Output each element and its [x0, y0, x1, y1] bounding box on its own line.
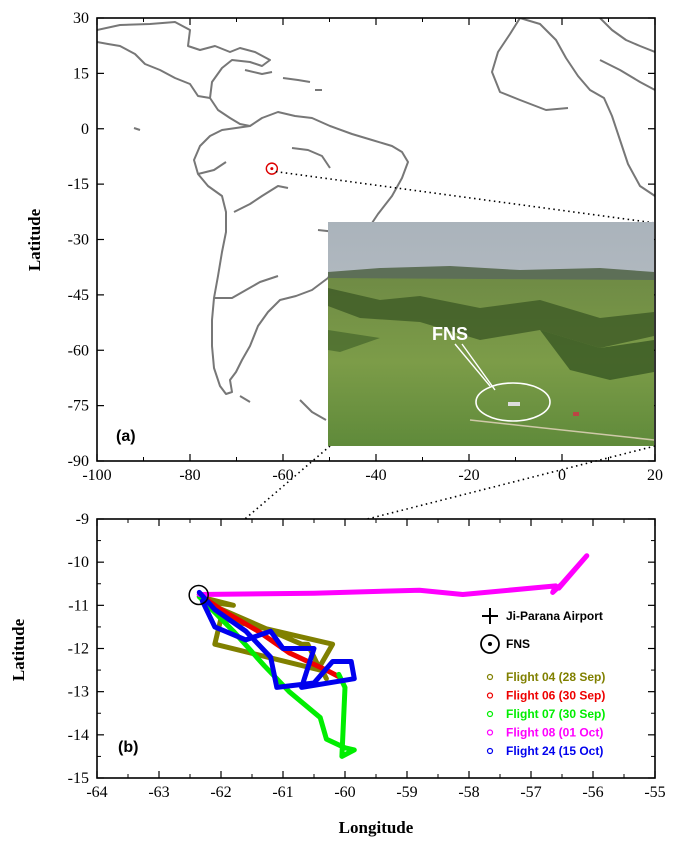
legend: Ji-Parana Airport FNS Flight 04 (28 Sep) Fl…: [480, 608, 605, 758]
legend-label-ji-parana: Ji-Parana Airport: [506, 609, 603, 623]
legend-marker-4: [486, 729, 494, 736]
inset-photo: FNS: [328, 222, 655, 446]
y-tick-label-b: -15: [68, 770, 89, 787]
axis-ticks-b: -64 -63 -62 -61 -60 -59 -58 -57 -56 -55 -9 -10 -11 -1…: [68, 511, 666, 801]
fns-legend-icon: [480, 634, 500, 654]
y-tick-label-a: -60: [68, 342, 89, 359]
x-tick-label-b: -59: [396, 784, 417, 801]
coastline-map: [97, 18, 655, 421]
legend-label-4: Flight 08 (01 Oct): [506, 726, 603, 740]
legend-marker-1: [486, 673, 494, 681]
y-tick-label-a: 0: [81, 121, 89, 138]
x-tick-label-b: -58: [458, 784, 479, 801]
y-axis-label-b: Latitude: [9, 618, 28, 681]
legend-label-fns: FNS: [506, 637, 530, 651]
x-tick-label-b: -64: [86, 784, 107, 801]
y-tick-label-a: -45: [68, 287, 89, 304]
x-tick-label-a: -60: [272, 467, 293, 484]
legend-marker-5: [486, 747, 494, 755]
x-tick-label-a: 20: [647, 467, 663, 484]
fns-site-marker: [265, 162, 279, 175]
x-axis-label-b: Longitude: [339, 818, 414, 837]
x-tick-label-b: -55: [644, 784, 665, 801]
flight-track-2: [196, 592, 342, 680]
legend-label-2: Flight 06 (30 Sep): [506, 689, 605, 703]
y-tick-label-b: -14: [68, 727, 89, 744]
x-tick-label-b: -61: [272, 784, 293, 801]
flight-track-4: [196, 553, 590, 597]
fns-marker: [188, 584, 209, 606]
y-tick-label-a: -30: [68, 232, 89, 249]
y-tick-label-a: 30: [73, 10, 89, 27]
panel-a-label: (a): [116, 428, 136, 445]
x-tick-label-b: -63: [148, 784, 169, 801]
fns-site-dot: [270, 167, 274, 171]
flight-tracks: [196, 553, 590, 759]
y-tick-label-b: -13: [68, 684, 89, 701]
y-tick-label-b: -9: [76, 511, 89, 528]
y-tick-label-a: -15: [68, 176, 89, 193]
axis-ticks-a: -100 -80 -60 -40 -20 0 20 30 15 0 -15 -30 -45 -60 -75 -…: [68, 10, 663, 484]
legend-label-5: Flight 24 (15 Oct): [506, 744, 603, 758]
x-tick-label-a: -40: [365, 467, 386, 484]
y-tick-label-a: 15: [73, 65, 89, 82]
legend-marker-2: [486, 692, 494, 699]
x-tick-label-b: -57: [520, 784, 541, 801]
panel-b: -64 -63 -62 -61 -60 -59 -58 -57 -56 -55 -9 -10 -11 -1…: [68, 511, 666, 801]
y-tick-label-a: -75: [68, 398, 89, 415]
flight-track-5: [196, 589, 357, 690]
panel-a: -100 -80 -60 -40 -20 0 20 30 15 0 -15 -30 -45 -60 -75 -…: [68, 10, 663, 562]
y-tick-label-b: -11: [68, 597, 89, 614]
x-tick-label-b: -60: [334, 784, 355, 801]
y-axis-label-a: Latitude: [25, 208, 44, 271]
fns-photo-label: FNS: [432, 324, 468, 344]
y-tick-label-b: -12: [68, 641, 89, 658]
x-tick-label-a: -100: [82, 467, 111, 484]
legend-marker-3: [486, 710, 494, 718]
flight-track-3: [196, 594, 357, 759]
fns-legend-icon-dot: [488, 642, 492, 646]
x-tick-label-a: -20: [458, 467, 479, 484]
panel-b-label: (b): [118, 739, 138, 756]
legend-label-1: Flight 04 (28 Sep): [506, 670, 605, 684]
y-tick-label-b: -10: [68, 554, 89, 571]
x-tick-label-b: -62: [210, 784, 231, 801]
x-tick-label-b: -56: [582, 784, 603, 801]
legend-label-3: Flight 07 (30 Sep): [506, 707, 605, 721]
x-tick-label-a: 0: [558, 467, 566, 484]
zoom-connectors: [195, 170, 656, 562]
y-tick-label-a: -90: [68, 453, 89, 470]
x-tick-label-a: -80: [179, 467, 200, 484]
